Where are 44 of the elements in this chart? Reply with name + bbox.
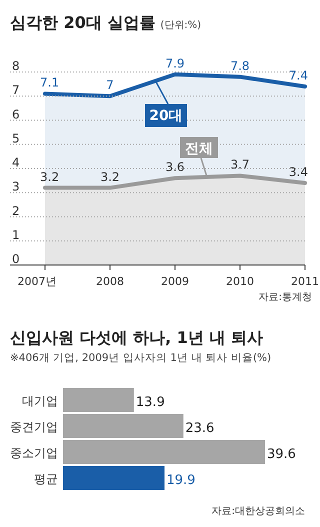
text: 자료:대한상공회의소: [212, 506, 305, 517]
bar: [63, 414, 184, 438]
y-tick-label: 1: [12, 228, 20, 242]
y-tick-label: 3: [12, 180, 20, 194]
data-label: 3.7: [230, 158, 250, 172]
y-tick-label: 4: [12, 156, 20, 170]
legend-label: 20대: [149, 108, 183, 124]
data-label: 23.6: [185, 421, 214, 436]
bar: [63, 440, 265, 464]
y-tick-label: 5: [12, 131, 20, 146]
data-label: 3.2: [40, 170, 60, 184]
y-tick-label: 0: [12, 252, 20, 266]
x-tick-label: 2010: [226, 275, 254, 288]
x-tick-label: 2009: [161, 275, 189, 288]
data-label: 7.8: [230, 58, 250, 73]
data-label: 7.1: [40, 76, 60, 90]
x-tick-label: 2011: [291, 275, 319, 288]
data-label: 3.6: [165, 160, 185, 174]
bar: [63, 388, 134, 412]
chart-title: 신입사원 다섯에 하나, 1년 내 퇴사: [10, 328, 264, 347]
y-tick-label: 2: [12, 204, 20, 218]
y-tick-label: 7: [12, 83, 20, 98]
chart-subtitle: (단위:%): [160, 20, 202, 31]
data-label: 3.4: [288, 164, 308, 179]
x-tick-label: 2007년: [18, 275, 56, 288]
y-tick-label: 중견기업: [10, 420, 58, 434]
y-tick-label: 6: [12, 107, 20, 122]
text: 자료:통계청: [258, 292, 312, 303]
y-tick-label: 중소기업: [10, 446, 58, 460]
data-label: 7.4: [288, 68, 308, 82]
data-label: 13.9: [136, 395, 165, 410]
series-label: 전체: [185, 141, 213, 157]
data-label: 19.9: [166, 473, 196, 488]
y-tick-label: 평균: [34, 472, 58, 486]
y-tick-label: 대기업: [22, 394, 58, 408]
x-tick-label: 2008: [96, 275, 124, 288]
chart-title: 심각한 20대 실업률: [10, 13, 156, 32]
data-label: 7.9: [165, 56, 185, 70]
data-label: 39.6: [267, 447, 296, 462]
bar: [63, 466, 165, 490]
data-label: 3.2: [100, 170, 120, 184]
chart-subtitle: ※406개 기업, 2009년 입사자의 1년 내 퇴사 비율(%): [10, 352, 272, 364]
y-tick-label: 8: [12, 59, 20, 73]
data-label: 7: [106, 78, 114, 92]
